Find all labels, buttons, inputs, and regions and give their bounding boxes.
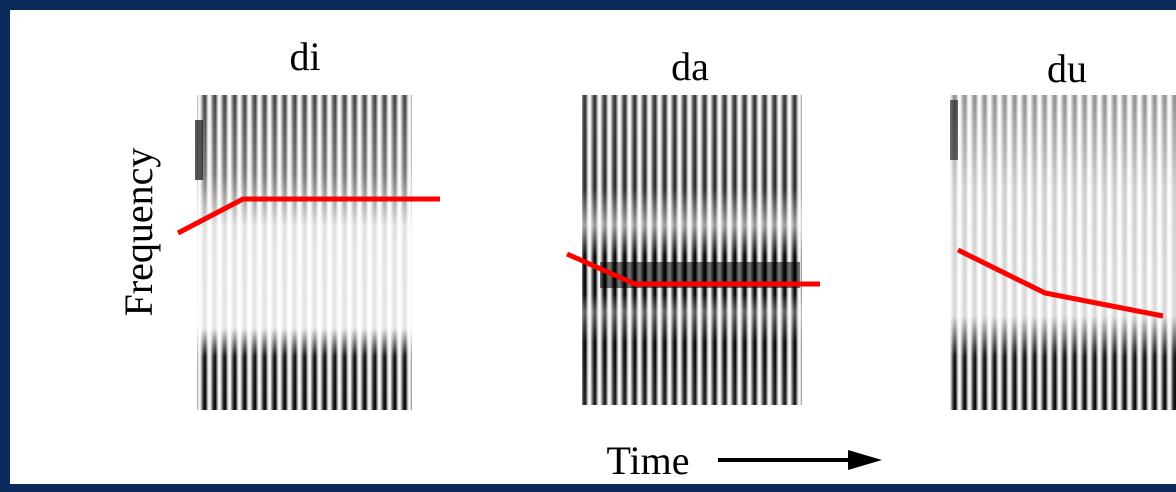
formant-line-da — [565, 251, 820, 287]
formant-line-di — [176, 196, 440, 236]
formant-line-du — [956, 247, 1164, 319]
panel-label: di — [289, 34, 320, 79]
x-axis-label: Time — [606, 438, 689, 483]
spectrogram-du — [950, 95, 1176, 410]
spectrogram-da — [582, 95, 802, 405]
panel-label: da — [671, 44, 709, 89]
panel-label: du — [1047, 46, 1087, 91]
y-axis-label: Frequency — [116, 148, 161, 317]
spectrogram-di — [195, 95, 412, 410]
time-arrow-head — [848, 450, 882, 470]
